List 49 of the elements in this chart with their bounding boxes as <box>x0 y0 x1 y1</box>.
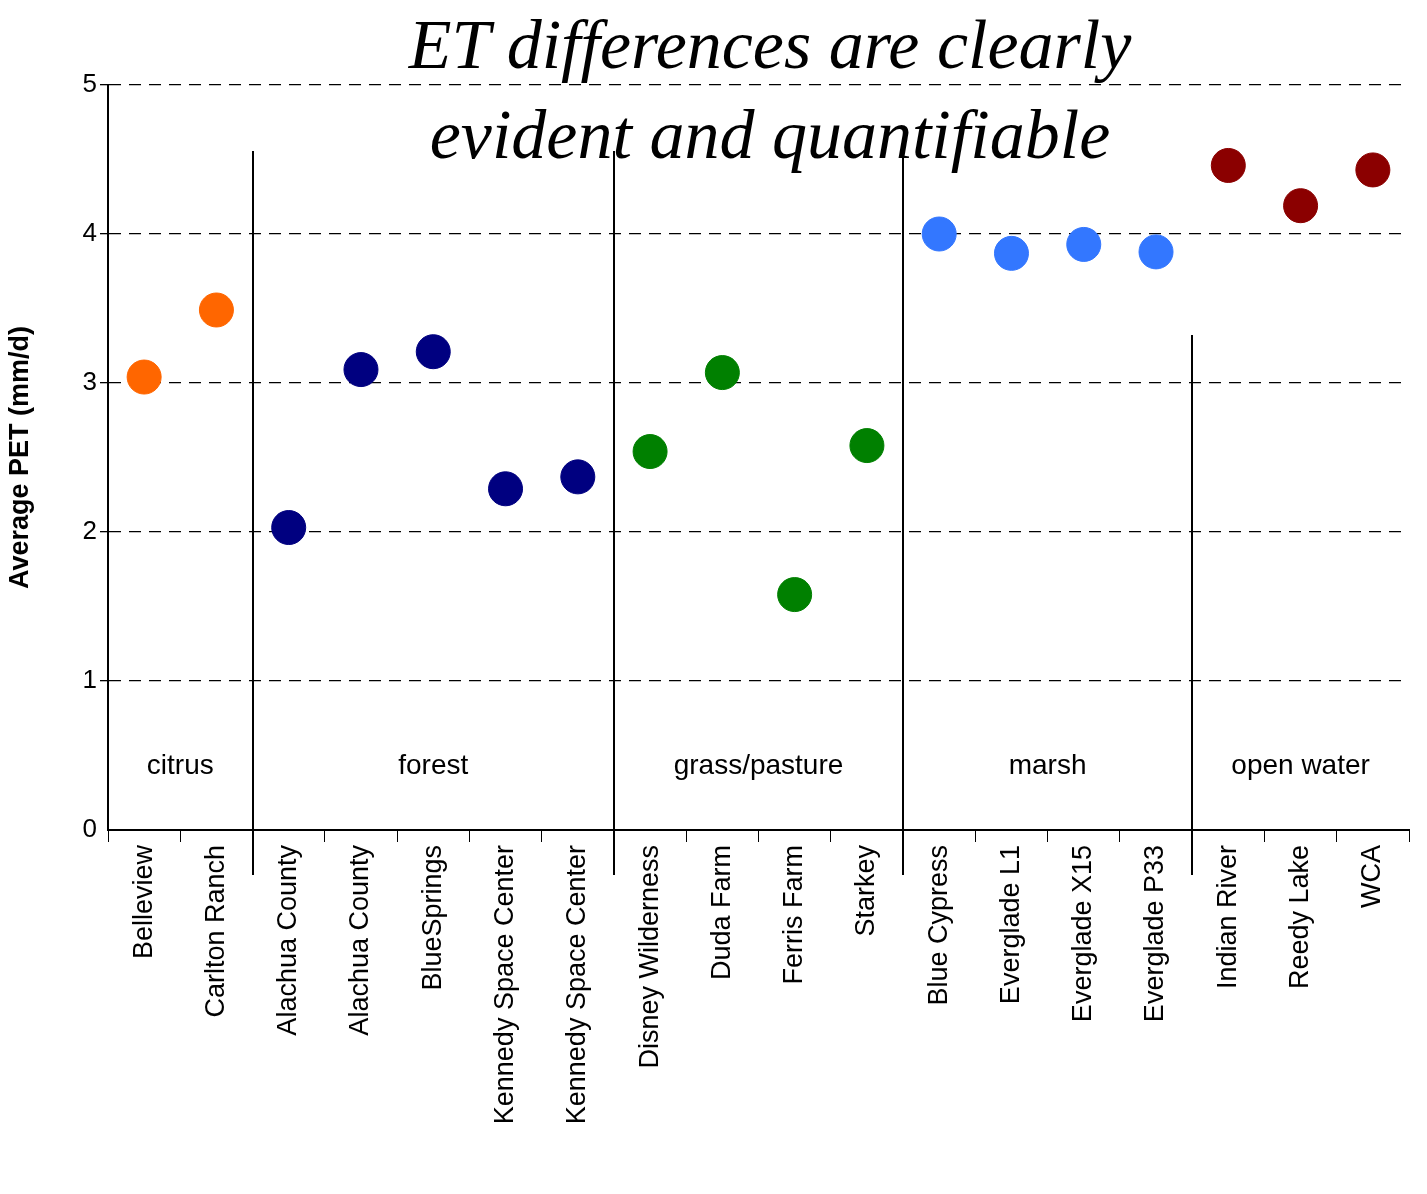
point <box>126 359 162 395</box>
x-tick-label: Kennedy Space Center <box>488 845 519 1125</box>
x-tick-label: Belleview <box>127 844 158 960</box>
point <box>921 216 957 252</box>
point <box>343 352 379 388</box>
x-tick-label: Disney Wilderness <box>633 845 664 1069</box>
x-tick-label: Duda Farm <box>705 845 736 981</box>
annotation: citrus <box>146 749 214 781</box>
point <box>415 334 451 370</box>
point <box>1066 226 1102 262</box>
point <box>488 471 524 507</box>
x-tick-label: BlueSprings <box>416 845 447 991</box>
x-tick-label: Starkey <box>850 844 881 937</box>
y-axis-title: Average PET (mm/d) <box>3 325 34 590</box>
y-tick-label: 3 <box>82 366 97 397</box>
x-tick-label: Alachua County <box>344 844 375 1036</box>
y-tick-label: 5 <box>82 68 97 99</box>
annotation: forest <box>398 749 469 781</box>
annotation: open water <box>1231 749 1370 781</box>
x-tick-label: Alachua County <box>272 844 303 1036</box>
x-tick-label: Carlton Ranch <box>199 845 230 1018</box>
x-tick-label: Everglade X15 <box>1067 845 1098 1023</box>
annotation: marsh <box>1008 749 1087 781</box>
chart-title: ET differences are clearly evident and quantifiable <box>407 5 1133 175</box>
x-tick-label: Everglade L1 <box>994 845 1025 1005</box>
x-tick-label: WCA <box>1356 845 1387 908</box>
point <box>560 459 596 495</box>
point <box>1355 152 1391 188</box>
y-tick-label: 1 <box>82 664 97 695</box>
y-tick-label: 4 <box>82 217 97 248</box>
point <box>993 235 1029 271</box>
x-tick-label: Everglade P33 <box>1139 845 1170 1023</box>
point <box>1283 188 1319 224</box>
point <box>1138 234 1174 270</box>
y-tick-label: 2 <box>82 515 97 546</box>
point <box>777 577 813 613</box>
x-tick-label: Reedy Lake <box>1284 845 1315 990</box>
x-tick-label: Kennedy Space Center <box>561 845 592 1125</box>
x-tick-label: Indian River <box>1211 845 1242 990</box>
x-tick-label: Ferris Farm <box>778 845 809 985</box>
point <box>849 428 885 464</box>
point <box>1210 147 1246 183</box>
point <box>198 292 234 328</box>
point <box>632 434 668 470</box>
annotation: grass/pasture <box>673 749 844 781</box>
y-tick-label: 0 <box>82 813 97 844</box>
point <box>271 510 307 546</box>
x-tick-label: Blue Cypress <box>922 845 953 1006</box>
point <box>704 355 740 391</box>
